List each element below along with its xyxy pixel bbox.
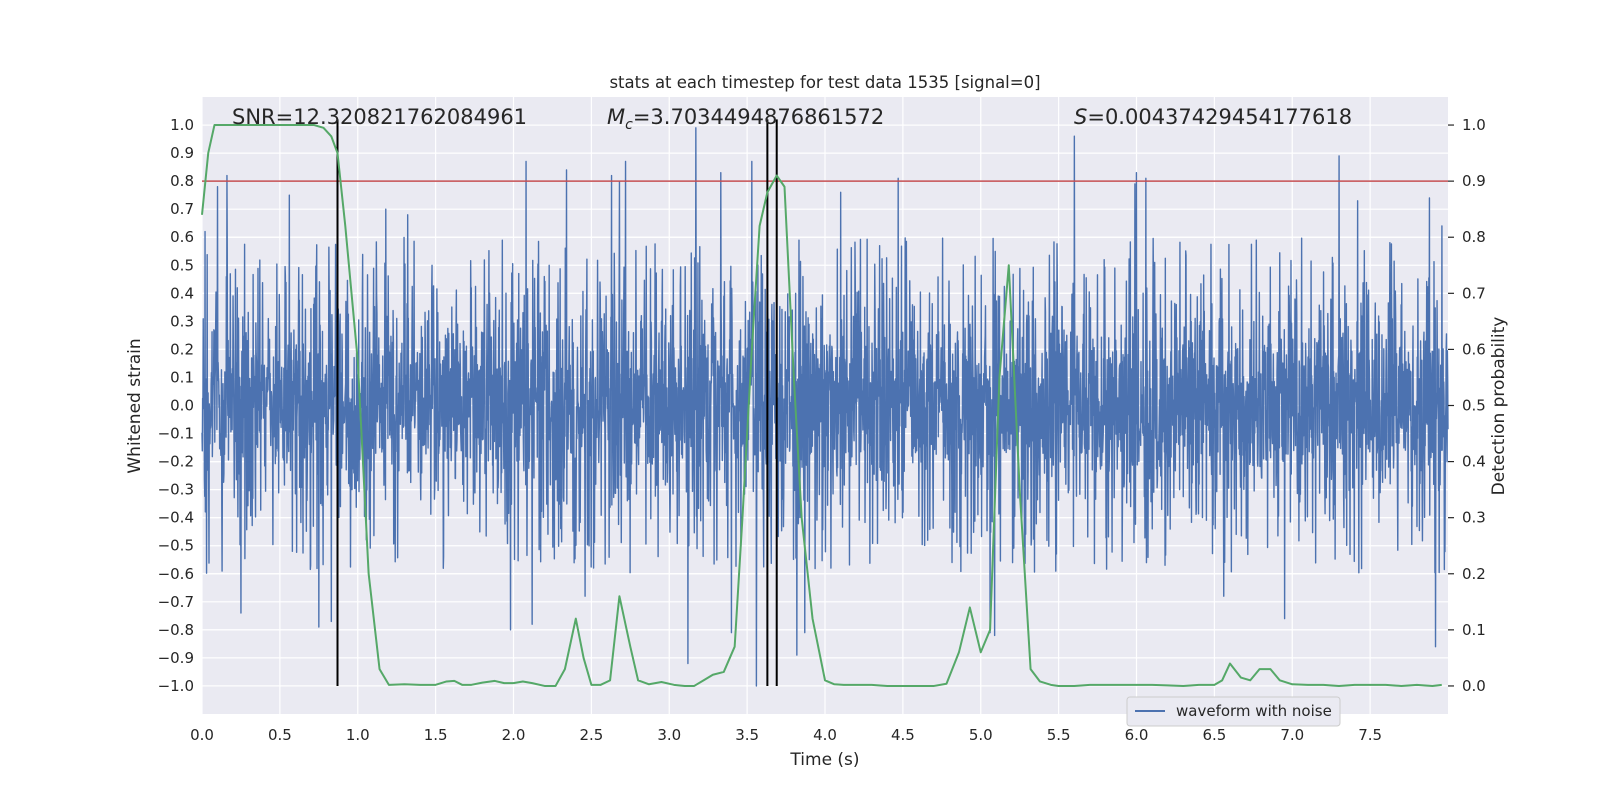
legend: waveform with noise — [1126, 696, 1341, 727]
y-tick-label: −0.6 — [158, 565, 194, 583]
y2-tick-label: 1.0 — [1462, 116, 1486, 134]
y-tick-label: 0.4 — [170, 284, 194, 302]
y2-tick-label: 0.5 — [1462, 397, 1486, 415]
y-tick-label: −0.7 — [158, 593, 194, 611]
chart-title: stats at each timestep for test data 153… — [609, 73, 1040, 92]
probability-series — [201, 124, 1442, 687]
y2-tick-label: 0.9 — [1462, 172, 1486, 190]
s-annotation: S=0.00437429454177618 — [1074, 105, 1352, 129]
y-tick-label: 0.3 — [170, 312, 194, 330]
reference-lines — [202, 119, 1448, 686]
s-value: =0.00437429454177618 — [1087, 105, 1352, 129]
s-symbol: S — [1074, 105, 1087, 129]
y-tick-label: 0.1 — [170, 368, 194, 386]
snr-annotation: SNR=12.320821762084961 — [232, 105, 527, 129]
x-tick-label: 3.5 — [735, 726, 759, 744]
x-axis-label: Time (s) — [789, 750, 859, 770]
x-tick-label: 0.5 — [268, 726, 292, 744]
x-tick-label: 2.0 — [502, 726, 526, 744]
y2-axis-label: Detection probability — [1489, 317, 1509, 496]
y-tick-label: 1.0 — [170, 116, 194, 134]
x-tick-label: 4.5 — [891, 726, 915, 744]
y-tick-label: −1.0 — [158, 677, 194, 695]
y-tick-label: −0.8 — [158, 621, 194, 639]
x-tick-label: 1.5 — [424, 726, 448, 744]
y-tick-label: −0.5 — [158, 537, 194, 555]
probability-line — [201, 124, 1442, 687]
y-tick-label: −0.9 — [158, 649, 194, 667]
y-tick-label: −0.4 — [158, 509, 194, 527]
y-tick-label: 0.5 — [170, 256, 194, 274]
x-tick-label: 6.0 — [1125, 726, 1149, 744]
x-tick-label: 2.5 — [579, 726, 603, 744]
y-tick-label: 0.8 — [170, 172, 194, 190]
x-tick-label: 6.5 — [1202, 726, 1226, 744]
y-axis-ticks: 1.0 0.9 0.8 0.7 0.6 0.5 0.4 0.3 0.2 0.1 0.0 −0.1 −0.… — [158, 116, 194, 695]
strain-line — [201, 127, 1449, 687]
chirp-mass-value: =3.7034494876861572 — [633, 105, 884, 129]
legend-box — [1126, 696, 1341, 727]
chirp-mass-symbol: M — [607, 105, 625, 129]
x-tick-label: 5.5 — [1047, 726, 1071, 744]
y-tick-label: 0.6 — [170, 228, 194, 246]
y2-tick-label: 0.7 — [1462, 284, 1486, 302]
x-tick-label: 3.0 — [657, 726, 681, 744]
y2-axis-ticks: 1.0 0.9 0.8 0.7 0.6 0.5 0.4 0.3 0.2 0.1 0.0 — [1448, 116, 1486, 695]
x-tick-label: 0.0 — [190, 726, 214, 744]
y-tick-label: 0.9 — [170, 144, 194, 162]
legend-label: waveform with noise — [1176, 702, 1332, 720]
y-tick-label: 0.2 — [170, 340, 194, 358]
y2-tick-label: 0.4 — [1462, 453, 1486, 471]
x-tick-label: 4.0 — [813, 726, 837, 744]
y-axis-label: Whitened strain — [125, 338, 145, 473]
x-axis-ticks: 0.0 0.5 1.0 1.5 2.0 2.5 3.0 3.5 4.0 4.5 5.0 5.5 6.0 6… — [190, 726, 1382, 744]
chirp-mass-subscript: c — [625, 117, 633, 133]
y2-tick-label: 0.0 — [1462, 677, 1486, 695]
y-tick-label: 0.0 — [170, 397, 194, 415]
y2-tick-label: 0.6 — [1462, 340, 1486, 358]
y-tick-label: −0.2 — [158, 453, 194, 471]
y2-tick-label: 0.8 — [1462, 228, 1486, 246]
x-tick-label: 7.5 — [1358, 726, 1382, 744]
chirp-mass-annotation: Mc=3.7034494876861572 — [607, 105, 884, 133]
y2-tick-label: 0.2 — [1462, 565, 1486, 583]
y-tick-label: 0.7 — [170, 200, 194, 218]
strain-series — [201, 127, 1449, 687]
y-tick-label: −0.1 — [158, 425, 194, 443]
x-tick-label: 5.0 — [969, 726, 993, 744]
y2-tick-label: 0.3 — [1462, 509, 1486, 527]
y2-tick-label: 0.1 — [1462, 621, 1486, 639]
x-tick-label: 7.0 — [1280, 726, 1304, 744]
y-tick-label: −0.3 — [158, 481, 194, 499]
x-tick-label: 1.0 — [346, 726, 370, 744]
